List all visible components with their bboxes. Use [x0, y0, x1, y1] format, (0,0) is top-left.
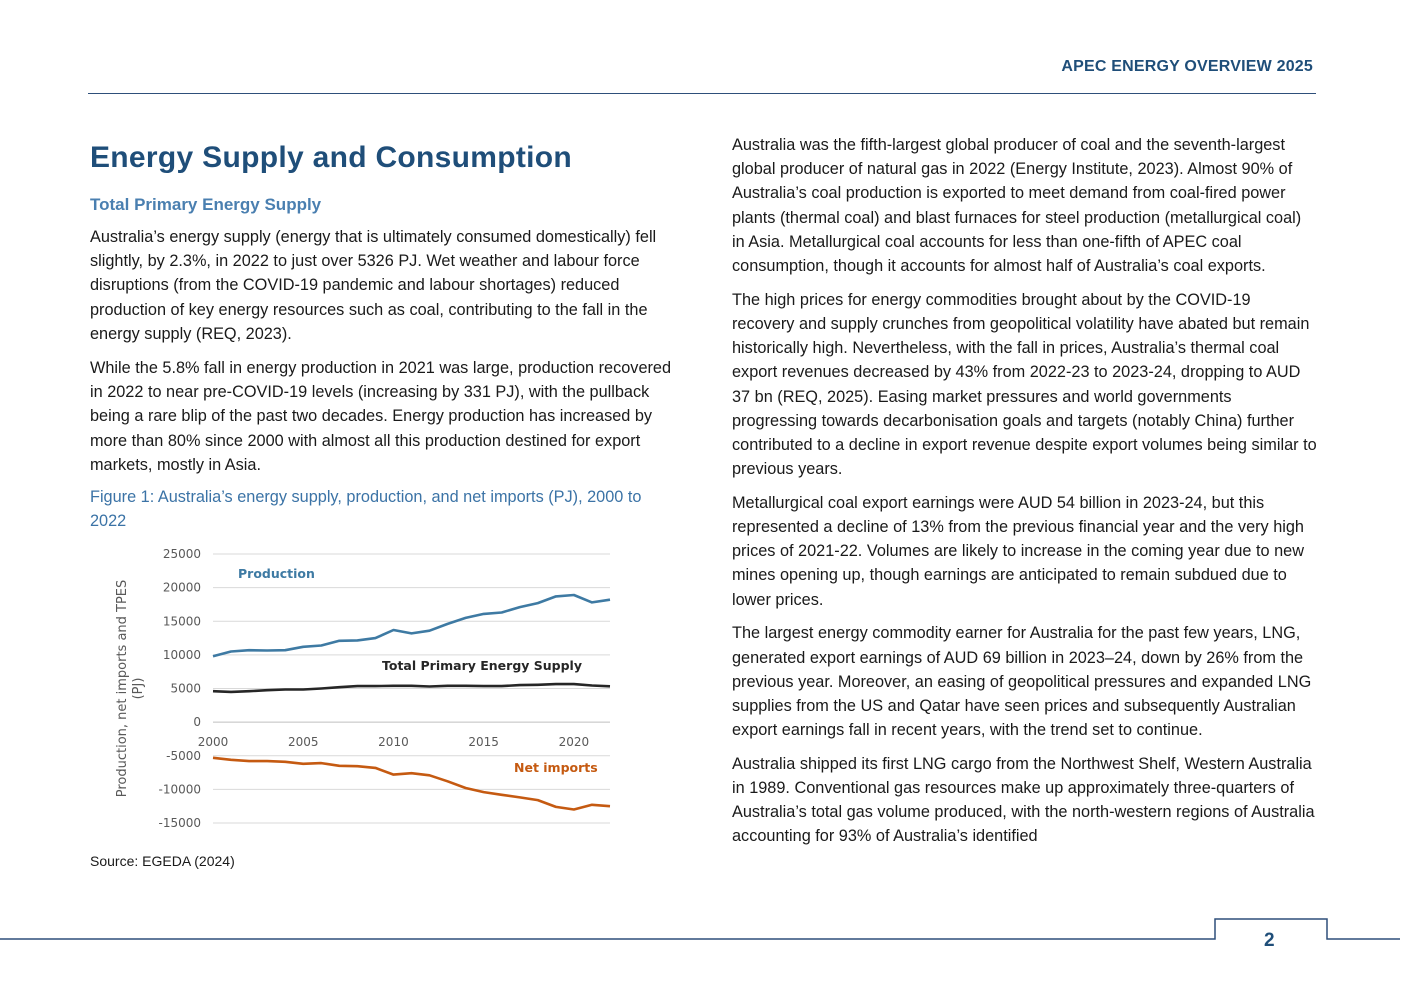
- body-paragraph: The largest energy commodity earner for …: [732, 624, 1312, 740]
- body-paragraph: Metallurgical coal export earnings were …: [732, 493, 1304, 609]
- series-label: Net imports: [514, 760, 598, 775]
- page-number: 2: [1264, 930, 1275, 951]
- y-axis-label: Production, net imports and TPES(PJ): [115, 580, 146, 798]
- footer-rule: [0, 918, 1400, 940]
- document-header-title: APEC ENERGY OVERVIEW 2025: [1061, 58, 1313, 75]
- body-paragraph: Australia shipped its first LNG cargo fr…: [732, 754, 1315, 846]
- body-paragraph: Australia’s energy supply (energy that i…: [90, 228, 657, 343]
- right-column: Australia was the fifth-largest global p…: [732, 133, 1317, 849]
- subsection-heading: Total Primary Energy Supply: [90, 195, 322, 214]
- x-tick-label: 2020: [559, 735, 590, 749]
- series-label: Production: [238, 566, 315, 581]
- series-line: [212, 593, 611, 658]
- x-tick-label: 2005: [288, 735, 319, 749]
- y-tick-label: 0: [193, 715, 201, 729]
- y-tick-label: 15000: [163, 614, 201, 628]
- y-tick-label: -5000: [166, 749, 201, 763]
- y-tick-label: 5000: [170, 682, 201, 696]
- x-tick-label: 2000: [198, 735, 229, 749]
- series-line: [212, 682, 611, 694]
- energy-line-chart: 25000 20000 15000 10000 5000 0 -5000 -10000 -150…: [115, 547, 611, 830]
- body-paragraph: While the 5.8% fall in energy production…: [90, 359, 672, 474]
- y-tick-label: 10000: [163, 648, 201, 662]
- y-tick-label: 20000: [163, 581, 201, 595]
- figure-caption: Figure 1: Australia’s energy supply, pro…: [90, 488, 642, 531]
- x-tick-label: 2010: [378, 735, 409, 749]
- section-heading: Energy Supply and Consumption: [90, 141, 573, 174]
- body-paragraph: The high prices for energy commodities b…: [732, 290, 1317, 479]
- figure-source: Source: EGEDA (2024): [90, 853, 235, 869]
- header-divider: [88, 93, 1316, 94]
- y-tick-label: -15000: [158, 816, 201, 830]
- series-label: Total Primary Energy Supply: [382, 658, 582, 673]
- body-paragraph: Australia was the fifth-largest global p…: [732, 136, 1302, 276]
- series-line: [212, 756, 611, 811]
- left-column: Energy Supply and Consumption Total Prim…: [90, 138, 672, 533]
- y-tick-label: -10000: [158, 782, 201, 796]
- x-tick-label: 2015: [468, 735, 499, 749]
- y-tick-label: 25000: [163, 547, 201, 561]
